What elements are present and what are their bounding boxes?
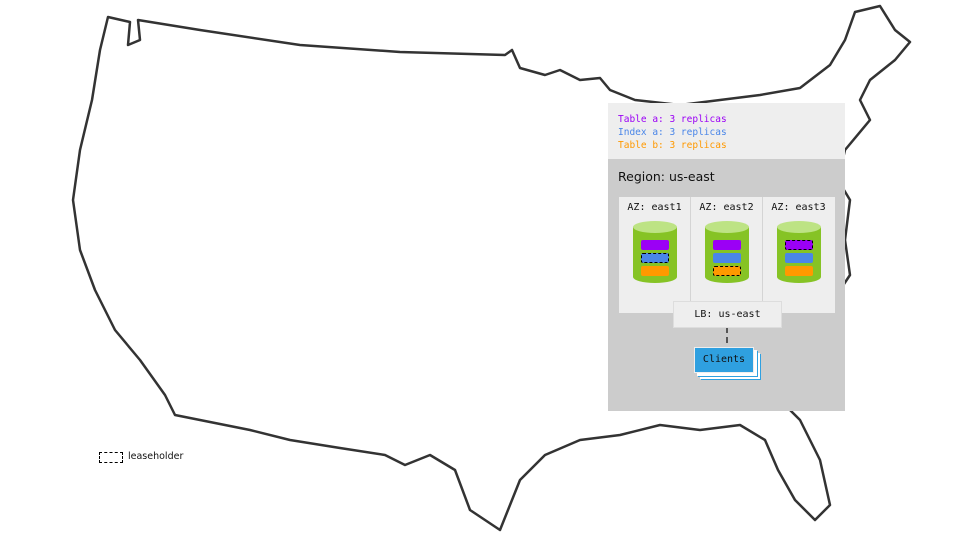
availability-zones: AZ: east1 AZ: east2 AZ: east3 (619, 197, 835, 313)
replica-index-a (785, 253, 813, 263)
zone-east3: AZ: east3 (763, 197, 834, 313)
zone-label: AZ: east2 (699, 202, 754, 213)
leaseholder-key-swatch (99, 452, 123, 463)
zone-east2: AZ: east2 (691, 197, 763, 313)
legend-table-b: Table b: 3 replicas (618, 140, 727, 151)
region-title: Region: us-east (618, 169, 715, 184)
replica-index-a (713, 253, 741, 263)
replica-table-a (641, 240, 669, 250)
clients-box: Clients (694, 347, 754, 373)
legend-table-a: Table a: 3 replicas (618, 114, 727, 125)
load-balancer: LB: us-east (673, 301, 782, 328)
database-node-icon (633, 221, 677, 283)
database-node-icon (705, 221, 749, 283)
replica-index-a-leaseholder (641, 253, 669, 263)
zone-east1: AZ: east1 (619, 197, 691, 313)
replica-legend: Table a: 3 replicas Index a: 3 replicas … (608, 103, 845, 159)
region-panel: Table a: 3 replicas Index a: 3 replicas … (608, 103, 845, 411)
replica-table-b (785, 266, 813, 276)
legend-index-a: Index a: 3 replicas (618, 127, 727, 138)
replica-table-a-leaseholder (785, 240, 813, 250)
replica-table-b (641, 266, 669, 276)
zone-label: AZ: east3 (771, 202, 826, 213)
replica-table-a (713, 240, 741, 250)
replica-table-b-leaseholder (713, 266, 741, 276)
leaseholder-key-label: leaseholder (128, 451, 184, 462)
zone-label: AZ: east1 (627, 202, 682, 213)
database-node-icon (777, 221, 821, 283)
